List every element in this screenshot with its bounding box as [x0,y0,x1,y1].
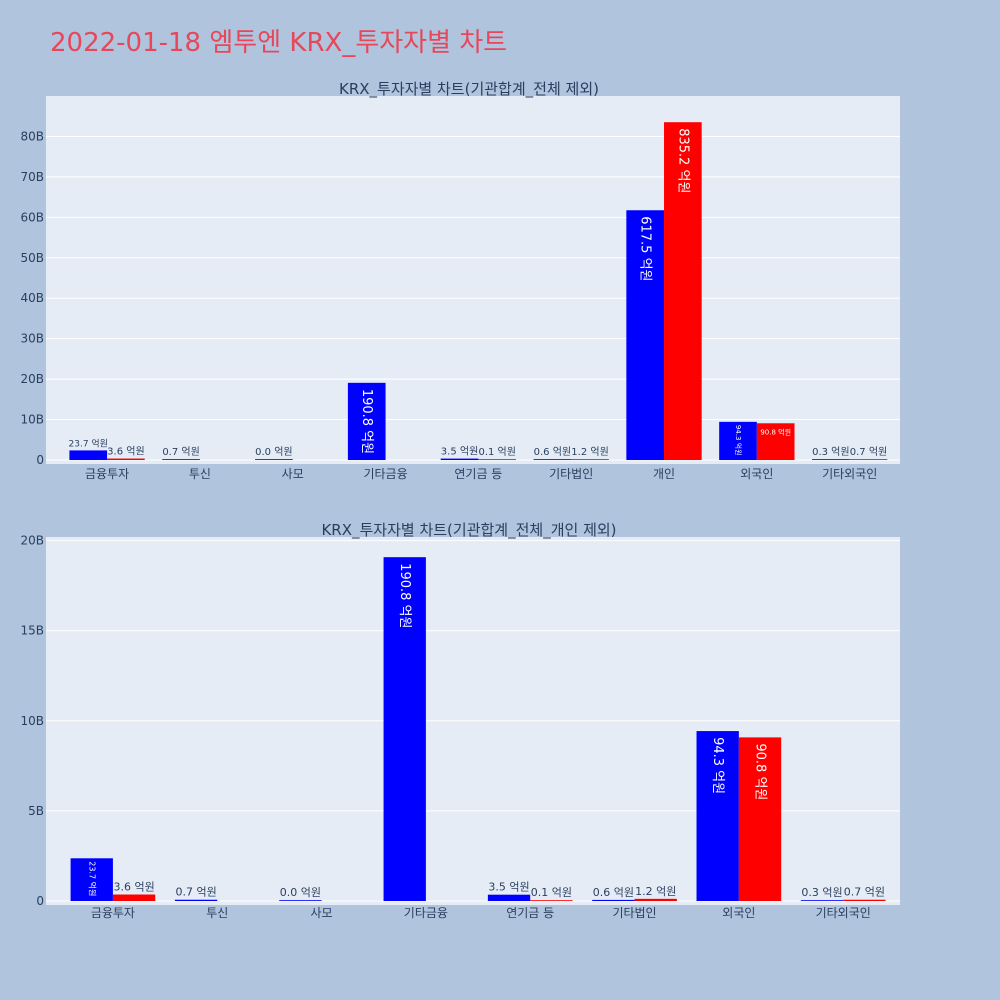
data-label: 0.3 억원 [801,886,842,899]
bar-buy [812,459,850,460]
data-label: 90.8 억원 [753,743,768,800]
bar-sell [107,458,145,460]
data-label: 0.1 억원 [531,886,572,899]
data-label: 94.3 억원 [734,425,743,456]
x-tick-label: 금융투자 [91,906,135,920]
data-label: 1.2 억원 [571,446,608,458]
y-tick-label: 50B [20,251,44,265]
bar-buy [383,557,426,901]
data-label: 3.5 억원 [488,881,529,894]
x-tick-label: 사모 [311,906,333,920]
plot-area [46,96,900,464]
bar-buy [719,421,757,460]
bar-sell [571,459,609,460]
x-tick-label: 연기금 등 [506,906,554,920]
bar-sell [849,459,888,460]
bar-sell [112,894,156,901]
x-tick-label: 기타금융 [404,906,448,920]
y-tick-label: 70B [20,170,44,184]
x-tick-label: 투신 [189,467,211,481]
y-tick-label: 60B [20,210,44,224]
x-tick-label: 기타외국인 [822,467,877,481]
bar-sell [738,737,782,901]
bar-buy [347,382,386,460]
data-label: 835.2 억원 [675,128,690,193]
x-tick-label: 투신 [206,906,228,920]
data-label: 0.6 억원 [593,886,634,899]
y-tick-label: 20B [20,372,44,386]
data-label: 0.3 억원 [812,446,849,458]
bar-buy [255,459,293,460]
x-tick-label: 외국인 [722,906,755,920]
data-label: 23.7 억원 [69,437,108,449]
chart-bottom: 0 5B 10B 15B 20B KRX_투자자별 차트(기관합계_전체_개인 제외) 금융… [20,521,900,920]
x-tick-label: 사모 [282,467,304,481]
bar-buy [70,858,113,901]
bar-sell [664,122,702,460]
y-tick-label: 80B [20,129,44,143]
bar-sell [756,423,795,460]
bar-sell [634,898,677,901]
data-label: 94.3 억원 [710,737,725,794]
x-tick-label: 금융투자 [85,467,129,481]
bar-buy [162,459,200,460]
data-label: 0.1 억원 [478,446,515,458]
bar-buy [279,900,322,901]
x-tick-label: 외국인 [740,467,773,481]
chart-top: 0 10B 20B 30B 40B 50B 60B 70B 80B KRX_투자자별 차트(기관합… [20,80,900,481]
bar-sell [843,899,886,901]
bar-buy [696,731,739,901]
y-tick-label: 0 [36,453,44,467]
data-label: 190.8 억원 [397,563,412,628]
y-tick-label: 20B [20,534,44,548]
data-label: 0.0 억원 [255,446,292,458]
y-tick-label: 30B [20,332,44,346]
page-title: 2022-01-18 엠투엔 KRX_투자자별 차트 [50,28,508,58]
chart-title: KRX_투자자별 차트(기관합계_전체 제외) [339,80,599,99]
data-label: 23.7 억원 [87,861,97,896]
data-label: 3.6 억원 [113,881,154,894]
data-label: 3.5 억원 [441,446,478,458]
bar-buy [487,894,531,901]
data-label: 617.5 억원 [638,216,653,281]
y-tick-label: 0 [36,894,44,908]
y-tick-label: 10B [20,714,44,728]
bar-buy [626,210,665,460]
data-label: 0.0 억원 [280,886,321,899]
data-label: 0.7 억원 [162,446,199,458]
x-tick-label: 기타법인 [612,906,656,920]
data-label: 0.7 억원 [844,886,885,899]
data-label: 0.7 억원 [175,886,216,899]
y-tick-label: 15B [20,624,44,638]
data-label: 1.2 억원 [635,885,676,898]
x-tick-label: 기타금융 [363,467,407,481]
x-tick-label: 기타법인 [549,467,593,481]
bar-buy [440,458,479,460]
y-tick-label: 40B [20,291,44,305]
bar-buy [533,459,572,460]
data-label: 90.8 억원 [760,427,791,436]
bar-buy [592,899,635,901]
x-tick-label: 연기금 등 [454,467,502,481]
data-label: 0.6 억원 [534,446,571,458]
x-tick-label: 기타외국인 [816,906,871,920]
y-tick-label: 5B [28,804,44,818]
bar-sell [530,900,573,901]
bar-buy [69,450,108,460]
data-label: 0.7 억원 [850,446,887,458]
bar-sell [478,459,517,460]
x-tick-label: 개인 [653,467,675,481]
data-label: 3.6 억원 [107,446,144,458]
bar-buy [800,900,844,901]
y-tick-label: 10B [20,413,44,427]
chart-title: KRX_투자자별 차트(기관합계_전체_개인 제외) [321,521,616,540]
bar-buy [174,899,218,901]
data-label: 190.8 억원 [359,389,374,454]
